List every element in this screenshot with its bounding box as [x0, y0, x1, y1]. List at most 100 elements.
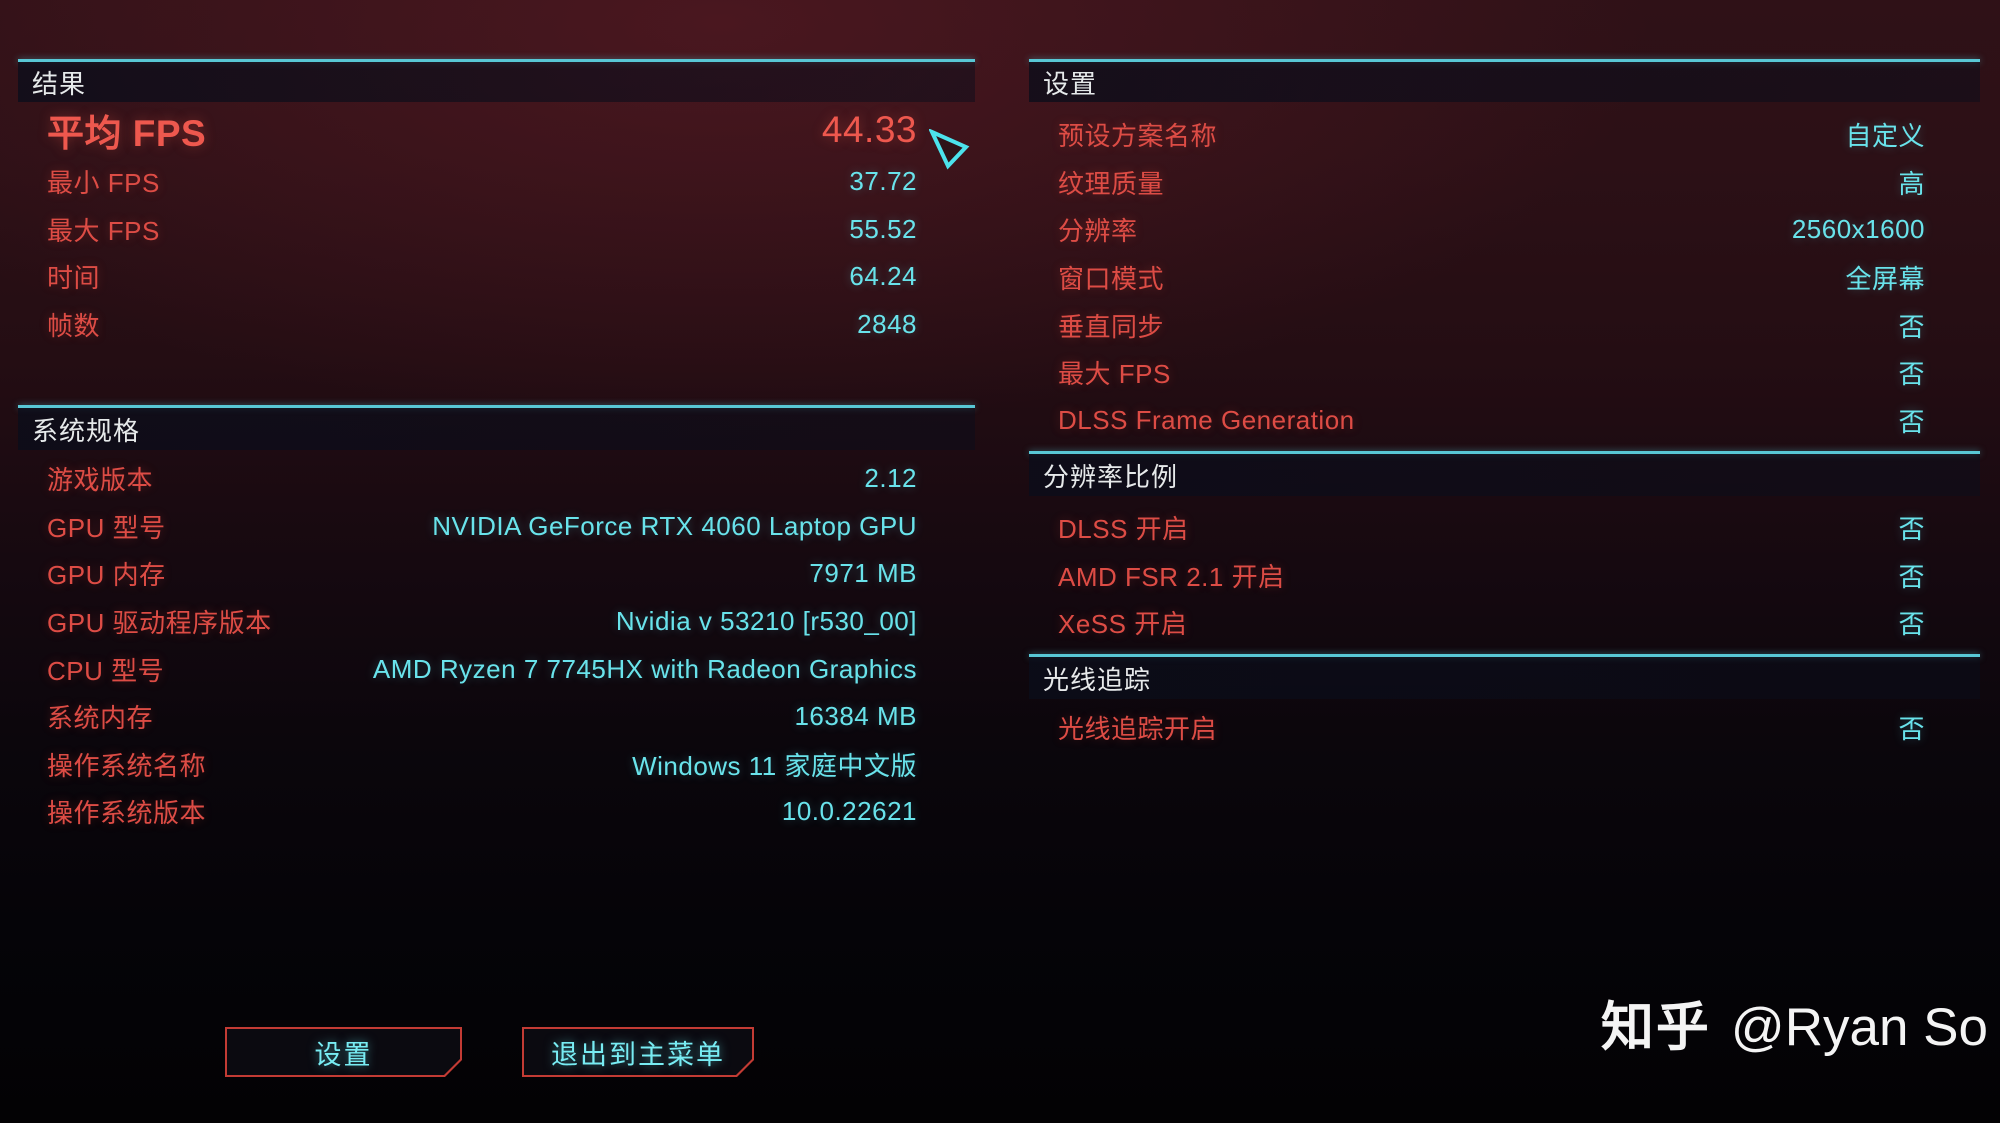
- row-label: 操作系统名称: [47, 750, 207, 781]
- setting-row-dlss-frame-generation: DLSS Frame Generation 否: [1029, 397, 1980, 445]
- spec-row-system-memory: 系统内存 16384 MB: [18, 693, 975, 741]
- settings-button[interactable]: 设置: [225, 1027, 462, 1077]
- settings-panel: 设置 预设方案名称 自定义 纹理质量 高 分辨率 2560x1600 窗口模式 …: [1029, 59, 1980, 444]
- spec-row-os-name: 操作系统名称 Windows 11 家庭中文版: [18, 741, 975, 789]
- results-panel: 结果 平均 FPS 44.33 最小 FPS 37.72 最大 FPS 55.5…: [18, 59, 975, 348]
- row-label: 游戏版本: [47, 465, 154, 496]
- exit-to-main-menu-button[interactable]: 退出到主菜单: [522, 1027, 754, 1077]
- result-row-min-fps: 最小 FPS 37.72: [18, 158, 975, 206]
- row-label: CPU 型号: [47, 655, 165, 686]
- spec-row-os-version: 操作系统版本 10.0.22621: [18, 788, 975, 836]
- row-value: 否: [1898, 714, 1925, 745]
- section-title: 系统规格: [32, 415, 141, 446]
- row-label: 分辨率: [1058, 216, 1138, 247]
- setting-row-max-fps: 最大 FPS 否: [1029, 349, 1980, 397]
- row-value: 64.24: [849, 261, 917, 292]
- row-value: 16384 MB: [794, 701, 917, 732]
- exit-button-face: 退出到主菜单: [524, 1029, 752, 1075]
- settings-button-label: 设置: [314, 1039, 373, 1070]
- setting-row-texture-quality: 纹理质量 高: [1029, 159, 1980, 207]
- spec-row-gpu-model: GPU 型号 NVIDIA GeForce RTX 4060 Laptop GP…: [18, 503, 975, 551]
- row-label: 时间: [47, 263, 101, 294]
- row-label: XeSS 开启: [1058, 609, 1188, 640]
- row-label: 系统内存: [47, 703, 154, 734]
- specs-rows: 游戏版本 2.12 GPU 型号 NVIDIA GeForce RTX 4060…: [18, 450, 975, 836]
- section-title: 分辨率比例: [1043, 461, 1179, 492]
- spec-row-cpu-model: CPU 型号 AMD Ryzen 7 7745HX with Radeon Gr…: [18, 645, 975, 693]
- setting-row-resolution: 分辨率 2560x1600: [1029, 206, 1980, 254]
- mouse-cursor-icon: [929, 129, 970, 170]
- result-row-max-fps: 最大 FPS 55.52: [18, 206, 975, 254]
- specs-section-header: 系统规格: [18, 408, 975, 450]
- exit-button-label: 退出到主菜单: [551, 1039, 725, 1070]
- row-value: 37.72: [849, 166, 917, 197]
- row-value: 自定义: [1845, 121, 1925, 152]
- ray-tracing-row-enabled: 光线追踪开启 否: [1029, 704, 1980, 752]
- row-value: AMD Ryzen 7 7745HX with Radeon Graphics: [372, 653, 917, 684]
- row-value: 全屏幕: [1845, 264, 1925, 295]
- results-rows: 平均 FPS 44.33 最小 FPS 37.72 最大 FPS 55.52 时…: [18, 102, 975, 348]
- setting-row-window-mode: 窗口模式 全屏幕: [1029, 254, 1980, 302]
- row-value: 高: [1898, 168, 1925, 199]
- scaling-row-dlss: DLSS 开启 否: [1029, 504, 1980, 552]
- row-value: 44.33: [821, 109, 917, 150]
- ray-tracing-rows: 光线追踪开启 否: [1029, 699, 1980, 752]
- row-label: 光线追踪开启: [1058, 714, 1218, 745]
- row-label: 预设方案名称: [1058, 121, 1218, 152]
- section-divider-line: [1029, 59, 1980, 62]
- spec-row-game-version: 游戏版本 2.12: [18, 455, 975, 503]
- watermark-handle: @Ryan So: [1730, 998, 1988, 1057]
- spec-row-gpu-driver: GPU 驱动程序版本 Nvidia v 53210 [r530_00]: [18, 598, 975, 646]
- row-value: 10.0.22621: [781, 796, 917, 827]
- system-specs-panel: 系统规格 游戏版本 2.12 GPU 型号 NVIDIA GeForce RTX…: [18, 405, 975, 836]
- section-divider-line: [1029, 654, 1980, 657]
- ray-tracing-panel: 光线追踪 光线追踪开启 否: [1029, 654, 1980, 752]
- settings-rows: 预设方案名称 自定义 纹理质量 高 分辨率 2560x1600 窗口模式 全屏幕…: [1029, 102, 1980, 444]
- watermark-brand: 知乎: [1600, 998, 1711, 1057]
- row-label: 垂直同步: [1058, 311, 1165, 342]
- section-divider-line: [18, 405, 975, 408]
- row-value: 2848: [857, 309, 917, 340]
- row-value: 7971 MB: [809, 558, 917, 589]
- row-label: 窗口模式: [1058, 264, 1165, 295]
- row-label: 纹理质量: [1058, 168, 1165, 199]
- row-label: 最小 FPS: [47, 168, 160, 199]
- row-label: AMD FSR 2.1 开启: [1058, 561, 1285, 592]
- row-value: 否: [1898, 406, 1925, 437]
- scaling-row-xess: XeSS 开启 否: [1029, 599, 1980, 647]
- section-divider-line: [18, 59, 975, 62]
- row-value: NVIDIA GeForce RTX 4060 Laptop GPU: [432, 510, 917, 541]
- scaling-section-header: 分辨率比例: [1029, 454, 1980, 496]
- result-row-frames: 帧数 2848: [18, 301, 975, 349]
- scaling-rows: DLSS 开启 否 AMD FSR 2.1 开启 否 XeSS 开启 否: [1029, 496, 1980, 647]
- result-row-time: 时间 64.24: [18, 253, 975, 301]
- scaling-row-amd-fsr: AMD FSR 2.1 开启 否: [1029, 552, 1980, 600]
- row-value: 否: [1898, 609, 1925, 640]
- results-section-header: 结果: [18, 62, 975, 102]
- row-label: 帧数: [47, 311, 101, 342]
- row-value: 否: [1898, 311, 1925, 342]
- row-label: DLSS 开启: [1058, 514, 1189, 545]
- result-row-average-fps: 平均 FPS 44.33: [18, 102, 975, 158]
- settings-section-header: 设置: [1029, 62, 1980, 102]
- row-value: 2560x1600: [1791, 214, 1925, 245]
- row-label: DLSS Frame Generation: [1058, 404, 1355, 435]
- section-title: 结果: [32, 68, 87, 99]
- section-title: 光线追踪: [1043, 664, 1152, 695]
- row-value: 2.12: [864, 463, 917, 494]
- ray-tracing-section-header: 光线追踪: [1029, 657, 1980, 699]
- settings-button-face: 设置: [227, 1029, 460, 1075]
- row-label: GPU 型号: [47, 512, 166, 543]
- row-value: Nvidia v 53210 [r530_00]: [615, 606, 917, 637]
- row-label: 平均 FPS: [47, 113, 207, 154]
- section-title: 设置: [1043, 68, 1098, 99]
- row-label: 最大 FPS: [1058, 359, 1171, 390]
- row-value: 否: [1898, 359, 1925, 390]
- section-divider-line: [1029, 451, 1980, 454]
- spec-row-gpu-memory: GPU 内存 7971 MB: [18, 550, 975, 598]
- watermark: 知乎 @Ryan So: [1601, 985, 1988, 1061]
- setting-row-preset-name: 预设方案名称 自定义: [1029, 111, 1980, 159]
- setting-row-vsync: 垂直同步 否: [1029, 301, 1980, 349]
- row-value: Windows 11 家庭中文版: [632, 750, 917, 781]
